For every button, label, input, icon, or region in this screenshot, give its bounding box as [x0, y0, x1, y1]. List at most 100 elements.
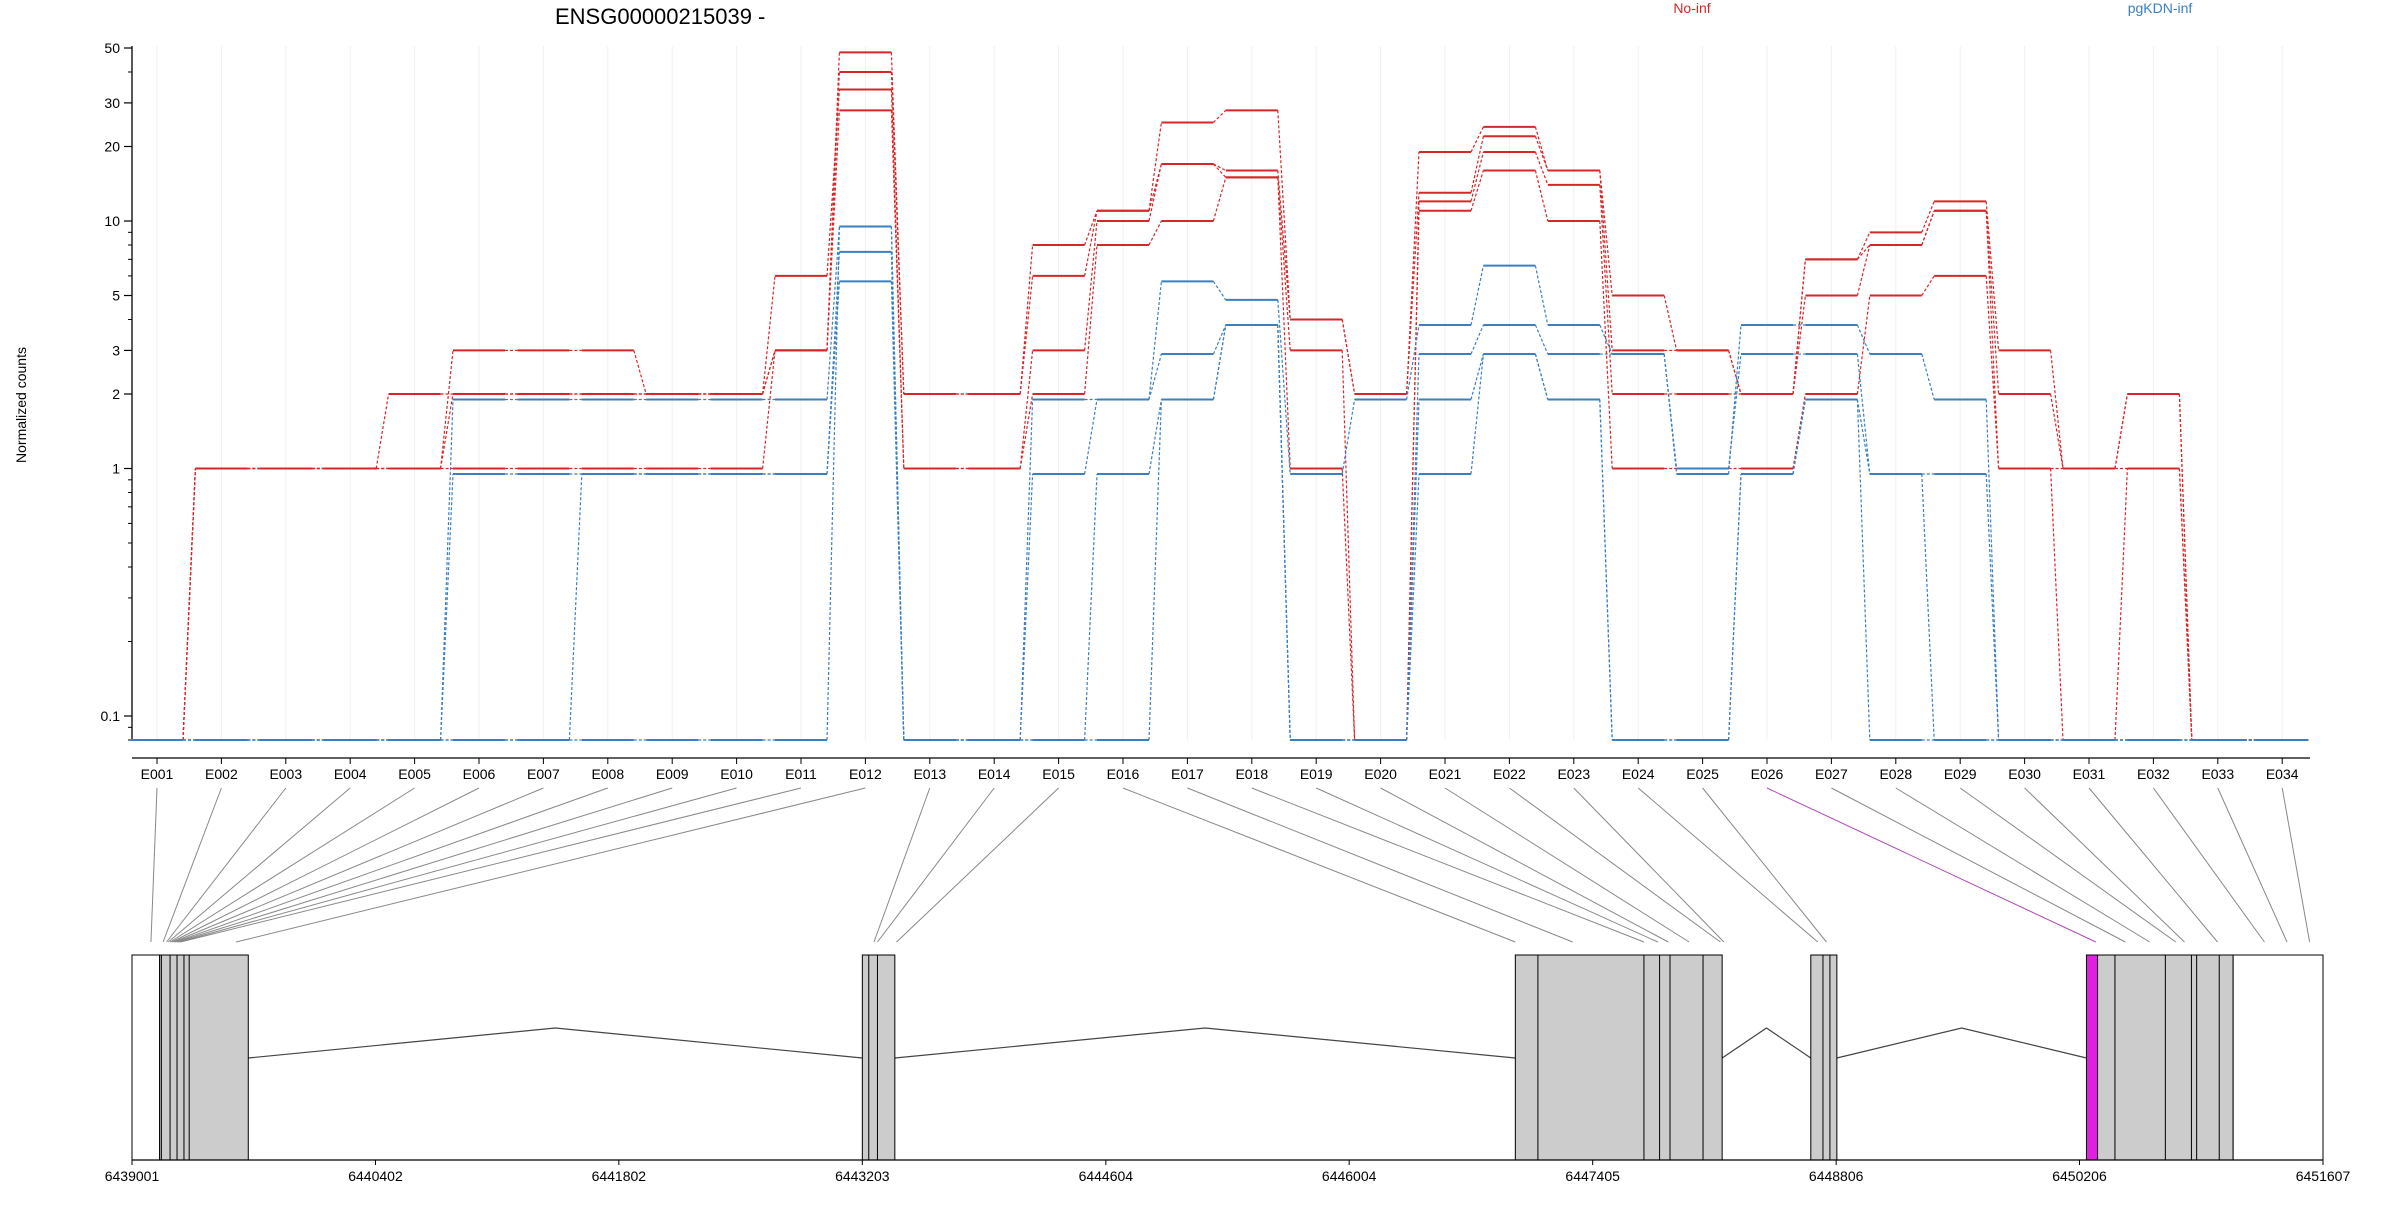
exon-transition-segment [1470, 324, 1484, 355]
genome-tick-label: 6450206 [2052, 1168, 2107, 1184]
exon-transition-segment [440, 350, 454, 469]
genome-tick-label: 6448806 [1809, 1168, 1864, 1184]
x-tick-label: E013 [913, 766, 946, 782]
exon-transition-segment [1599, 220, 1613, 469]
exon-connector [1702, 787, 1827, 943]
exon-transition-segment [1148, 399, 1162, 475]
exon-connector [1187, 787, 1573, 943]
genome-tick-label: 6441802 [592, 1168, 647, 1184]
exon-block [1514, 954, 1723, 1161]
exon-transition-segment [1856, 244, 1871, 296]
x-tick-label: E028 [1879, 766, 1912, 782]
series-pgkdn-inf [131, 250, 2309, 741]
exon-transition-segment [1277, 299, 1291, 475]
exon-transition-segment [826, 110, 840, 351]
x-tick-label: E012 [849, 766, 882, 782]
exon-transition-segment [1470, 126, 1484, 153]
exon-connector [1895, 787, 2150, 943]
exon-transition-segment [1470, 353, 1484, 475]
y-tick-label: 50 [104, 40, 120, 56]
x-tick-label: E023 [1557, 766, 1590, 782]
exon-transition-segment [1084, 399, 1098, 475]
intron-line [248, 1027, 863, 1059]
exon-transition-segment [1985, 275, 2000, 469]
exon-connector [1766, 787, 2097, 943]
exon-transition-segment [1534, 265, 1549, 326]
x-tick-label: E021 [1429, 766, 1462, 782]
x-tick-label: E015 [1042, 766, 1075, 782]
x-tick-label: E009 [656, 766, 689, 782]
exon-transition-segment [1341, 399, 1356, 475]
y-tick-label: 3 [112, 342, 120, 358]
exon-transition-segment [182, 468, 196, 741]
exon-transition-segment [1148, 281, 1162, 400]
series-no-inf [131, 88, 2309, 741]
exon-block [2232, 954, 2324, 1161]
genome-tick-label: 6446004 [1322, 1168, 1377, 1184]
exon-transition-segment [826, 89, 840, 276]
exon-transition-segment [1921, 201, 1935, 233]
exon-transition-segment [1148, 163, 1162, 222]
exon-connector [166, 787, 287, 943]
exon-transition-segment [2114, 393, 2128, 469]
exon-transition-segment [1599, 324, 1613, 355]
exon-transition-segment [1084, 210, 1098, 246]
genome-tick-label: 6451607 [2296, 1168, 2351, 1184]
exon-transition-segment [1212, 177, 1227, 222]
exon-transition-segment [1921, 473, 1935, 741]
exon-transition-segment [762, 350, 776, 469]
exon-transition-segment [1792, 259, 1806, 395]
exon-transition-segment [1792, 399, 1806, 475]
exon-transition-segment [1212, 163, 1227, 178]
series-no-inf [131, 109, 2309, 741]
legend: No-inf pgKDN-inf [1673, 0, 2192, 16]
x-tick-label: E022 [1493, 766, 1526, 782]
exon-connector [1573, 787, 1725, 943]
chart-title: ENSG00000215039 - [555, 4, 765, 29]
x-tick-label: E001 [141, 766, 174, 782]
exon-transition-segment [890, 281, 905, 741]
exon-transition-segment [1921, 275, 1935, 296]
exon-transition-segment [1599, 170, 1613, 351]
exon-transition-segment [1277, 170, 1291, 320]
exon-transition-segment [1277, 177, 1291, 469]
exon-transition-segment [1148, 399, 1162, 741]
exon-transition-segment [2050, 468, 2064, 741]
exon-transition-segment [1019, 473, 1034, 741]
x-tick-label: E030 [2008, 766, 2041, 782]
x-tick-label: E017 [1171, 766, 1204, 782]
exon-transition-segment [2050, 350, 2064, 469]
series-pgkdn-inf [131, 225, 2309, 741]
x-tick-label: E004 [334, 766, 367, 782]
x-tick-label: E024 [1622, 766, 1655, 782]
y-tick-label: 30 [104, 95, 120, 111]
exon-transition-segment [1856, 324, 1871, 355]
x-tick-label: E003 [269, 766, 302, 782]
exon-connector [873, 787, 931, 943]
exon-transition-segment [1148, 220, 1162, 246]
exon-connector [1251, 787, 1645, 943]
exon-transition-segment [1856, 232, 1871, 260]
exon-transition-segment [1470, 353, 1484, 400]
exon-transition-segment [440, 393, 454, 469]
exon-connector [2217, 787, 2288, 943]
exon-transition-segment [1534, 353, 1549, 400]
exon-transition-segment [1728, 473, 1742, 741]
exon-transition-segment [1212, 324, 1227, 355]
exon-transition-segment [1985, 210, 2000, 469]
x-tick-label: E029 [1944, 766, 1977, 782]
exon-connector [2281, 787, 2311, 943]
exon-transition-segment [762, 275, 776, 395]
exon-transition-segment [762, 350, 776, 395]
exon-transition-segment [440, 473, 454, 741]
exon-connector [180, 787, 802, 943]
exon-transition-segment [2050, 393, 2064, 469]
y-tick-label: 2 [112, 386, 120, 402]
exon-transition-segment [1534, 170, 1549, 222]
intron-line [894, 1027, 1516, 1059]
x-tick-label: E026 [1751, 766, 1784, 782]
exon-transition-segment [1792, 295, 1806, 395]
exon-transition-segment [1277, 177, 1291, 351]
x-tick-label: E025 [1686, 766, 1719, 782]
